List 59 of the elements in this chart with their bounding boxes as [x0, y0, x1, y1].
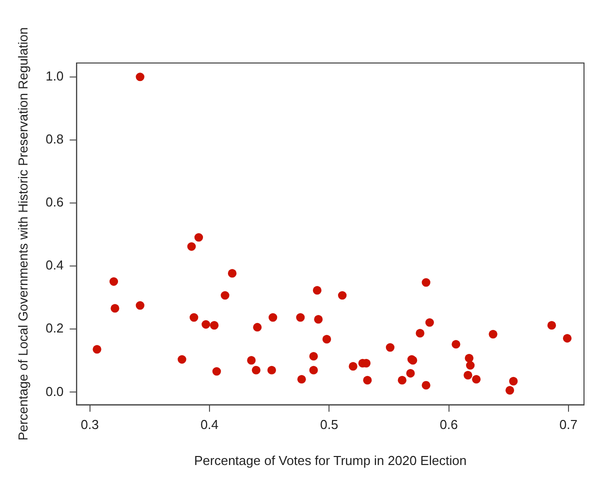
- point: [194, 233, 204, 242]
- y-tick-label: 0.2: [46, 320, 64, 336]
- point: [212, 367, 221, 376]
- point: [228, 269, 237, 278]
- point: [464, 370, 472, 380]
- point: [338, 291, 347, 300]
- y-tick-label: 0.6: [46, 194, 64, 210]
- point: [466, 361, 475, 370]
- point: [547, 321, 556, 330]
- x-axis-title: Percentage of Votes for Trump in 2020 Election: [194, 452, 467, 468]
- x-tick-label: 0.7: [559, 417, 578, 432]
- point: [178, 355, 186, 364]
- point: [267, 366, 276, 374]
- point: [202, 320, 210, 329]
- point: [452, 340, 460, 349]
- point: [506, 386, 514, 395]
- point: [472, 374, 481, 384]
- y-tick-label: 1.0: [46, 68, 64, 84]
- x-tick-label: 0.3: [80, 417, 99, 432]
- point: [322, 334, 332, 344]
- point: [348, 362, 358, 371]
- point: [425, 318, 434, 327]
- point: [296, 313, 305, 322]
- point: [386, 343, 394, 352]
- point: [422, 278, 430, 287]
- point: [562, 334, 572, 343]
- x-tick-label: 0.4: [200, 417, 219, 432]
- point: [268, 313, 278, 322]
- point: [220, 291, 230, 300]
- point: [406, 368, 415, 378]
- y-tick-label: 0.0: [46, 384, 64, 399]
- point: [210, 321, 219, 330]
- point: [136, 301, 144, 310]
- point: [309, 352, 318, 361]
- point: [509, 376, 518, 386]
- x-tick-label: 0.5: [320, 417, 338, 432]
- y-tick-label: 0.4: [46, 258, 64, 273]
- point: [110, 304, 120, 313]
- point: [109, 277, 118, 286]
- point: [92, 345, 102, 354]
- point: [416, 328, 424, 338]
- point: [297, 374, 306, 384]
- point: [309, 366, 318, 374]
- point: [363, 376, 372, 385]
- point: [253, 322, 262, 332]
- point: [312, 286, 322, 295]
- y-tick-label: 0.8: [46, 132, 64, 147]
- point: [187, 242, 196, 251]
- point: [247, 356, 256, 365]
- x-tick-label: 0.6: [440, 417, 458, 432]
- point: [488, 330, 498, 338]
- y-axis-title: Percentage of Local Governments with Historic Preservation Regulation: [15, 27, 30, 441]
- point: [252, 366, 260, 374]
- point: [398, 376, 406, 385]
- point: [314, 315, 323, 324]
- point: [464, 354, 474, 362]
- point: [136, 72, 144, 82]
- point: [422, 380, 430, 390]
- point: [190, 313, 198, 322]
